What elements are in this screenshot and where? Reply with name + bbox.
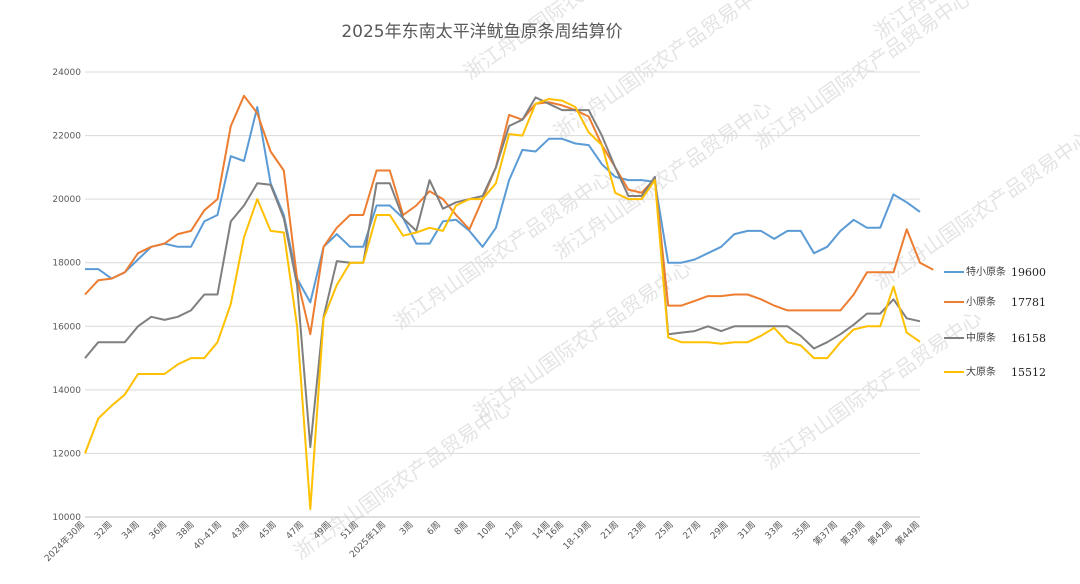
y-tick-label: 22000 [52, 132, 81, 142]
x-tick-label: 29周 [708, 519, 730, 541]
series-line-2 [84, 94, 934, 336]
y-tick-label: 24000 [52, 68, 81, 78]
series-line-3 [84, 96, 921, 449]
x-tick-label: 第39周 [838, 519, 867, 548]
legend-name: 小原条 [966, 295, 996, 308]
x-tick-label: 8周 [452, 519, 470, 537]
y-tick-label: 18000 [52, 259, 81, 269]
series-layer [84, 94, 934, 511]
y-tick-label: 16000 [52, 322, 81, 332]
y-tick-label: 10000 [52, 513, 81, 523]
watermark-layer: 浙江舟山国际农产品贸易中心浙江舟山国际农产品贸易中心浙江舟山国际农产品贸易中心浙… [289, 0, 1080, 564]
watermark-text: 浙江舟山国际农产品贸易中心 [749, 0, 976, 154]
x-tick-label: 27周 [681, 519, 703, 541]
legend-name: 特小原条 [966, 265, 1006, 278]
x-tick-label: 33周 [763, 519, 785, 541]
x-tick-label: 31周 [736, 519, 758, 541]
x-tick-label: 21周 [599, 519, 621, 541]
legend: 特小原条 19600 小原条 17781 中原条 16158 大原条 15512 [944, 265, 1046, 379]
x-tick-label: 3周 [397, 519, 415, 537]
legend-latest-value: 15512 [1011, 366, 1046, 379]
x-tick-label: 2024年30周 [42, 519, 88, 565]
y-tick-label: 12000 [52, 449, 81, 459]
x-tick-label: 23周 [626, 519, 648, 541]
legend-latest-value: 19600 [1011, 266, 1046, 279]
legend-name: 中原条 [966, 331, 996, 344]
x-tick-label: 10周 [476, 519, 498, 541]
y-tick-label: 14000 [52, 386, 81, 396]
series-line-1 [85, 106, 921, 304]
chart-title: 2025年东南太平洋鱿鱼原条周结算价 [341, 22, 622, 42]
legend-latest-value: 17781 [1011, 296, 1046, 309]
x-tick-label: 第42周 [865, 519, 894, 548]
x-tick-label: 第37周 [811, 519, 840, 548]
legend-name: 大原条 [966, 365, 996, 378]
x-tick-label: 32周 [92, 519, 114, 541]
x-tick-label: 第44周 [893, 519, 922, 548]
x-tick-label: 35周 [790, 519, 812, 541]
x-tick-label: 40-41周 [191, 519, 224, 552]
legend-latest-value: 16158 [1011, 332, 1046, 345]
x-tick-label: 25周 [653, 519, 675, 541]
x-tick-label: 12周 [503, 519, 525, 541]
x-tick-label: 45周 [257, 519, 279, 541]
x-tick-label: 36周 [147, 519, 169, 541]
x-tick-label: 18-19周 [561, 519, 594, 552]
y-tick-label: 20000 [52, 195, 81, 205]
series-line-4 [84, 98, 921, 511]
x-tick-label: 38周 [174, 519, 196, 541]
x-tick-label: 43周 [229, 519, 251, 541]
grid-layer [85, 71, 920, 518]
x-tick-label: 6周 [425, 519, 443, 537]
x-tick-label: 34周 [120, 519, 142, 541]
y-axis: 10000 12000 14000 16000 18000 20000 22000 24000 [52, 68, 81, 523]
